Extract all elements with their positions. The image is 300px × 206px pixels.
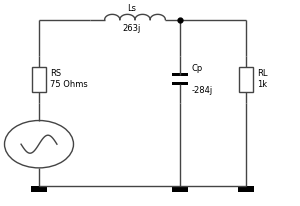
Text: RS: RS xyxy=(50,69,61,78)
Bar xyxy=(239,67,253,92)
Bar xyxy=(31,186,47,192)
Text: -284j: -284j xyxy=(191,85,213,95)
Text: RL: RL xyxy=(257,69,267,78)
Text: Cp: Cp xyxy=(191,64,203,73)
Bar xyxy=(172,186,188,192)
Bar xyxy=(32,67,46,92)
Bar xyxy=(172,82,188,85)
Text: 263j: 263j xyxy=(123,24,141,33)
Text: 1k: 1k xyxy=(257,80,267,89)
Text: 75 Ohms: 75 Ohms xyxy=(50,80,88,89)
Text: Ls: Ls xyxy=(128,4,136,13)
Bar xyxy=(172,73,188,76)
Bar xyxy=(238,186,254,192)
